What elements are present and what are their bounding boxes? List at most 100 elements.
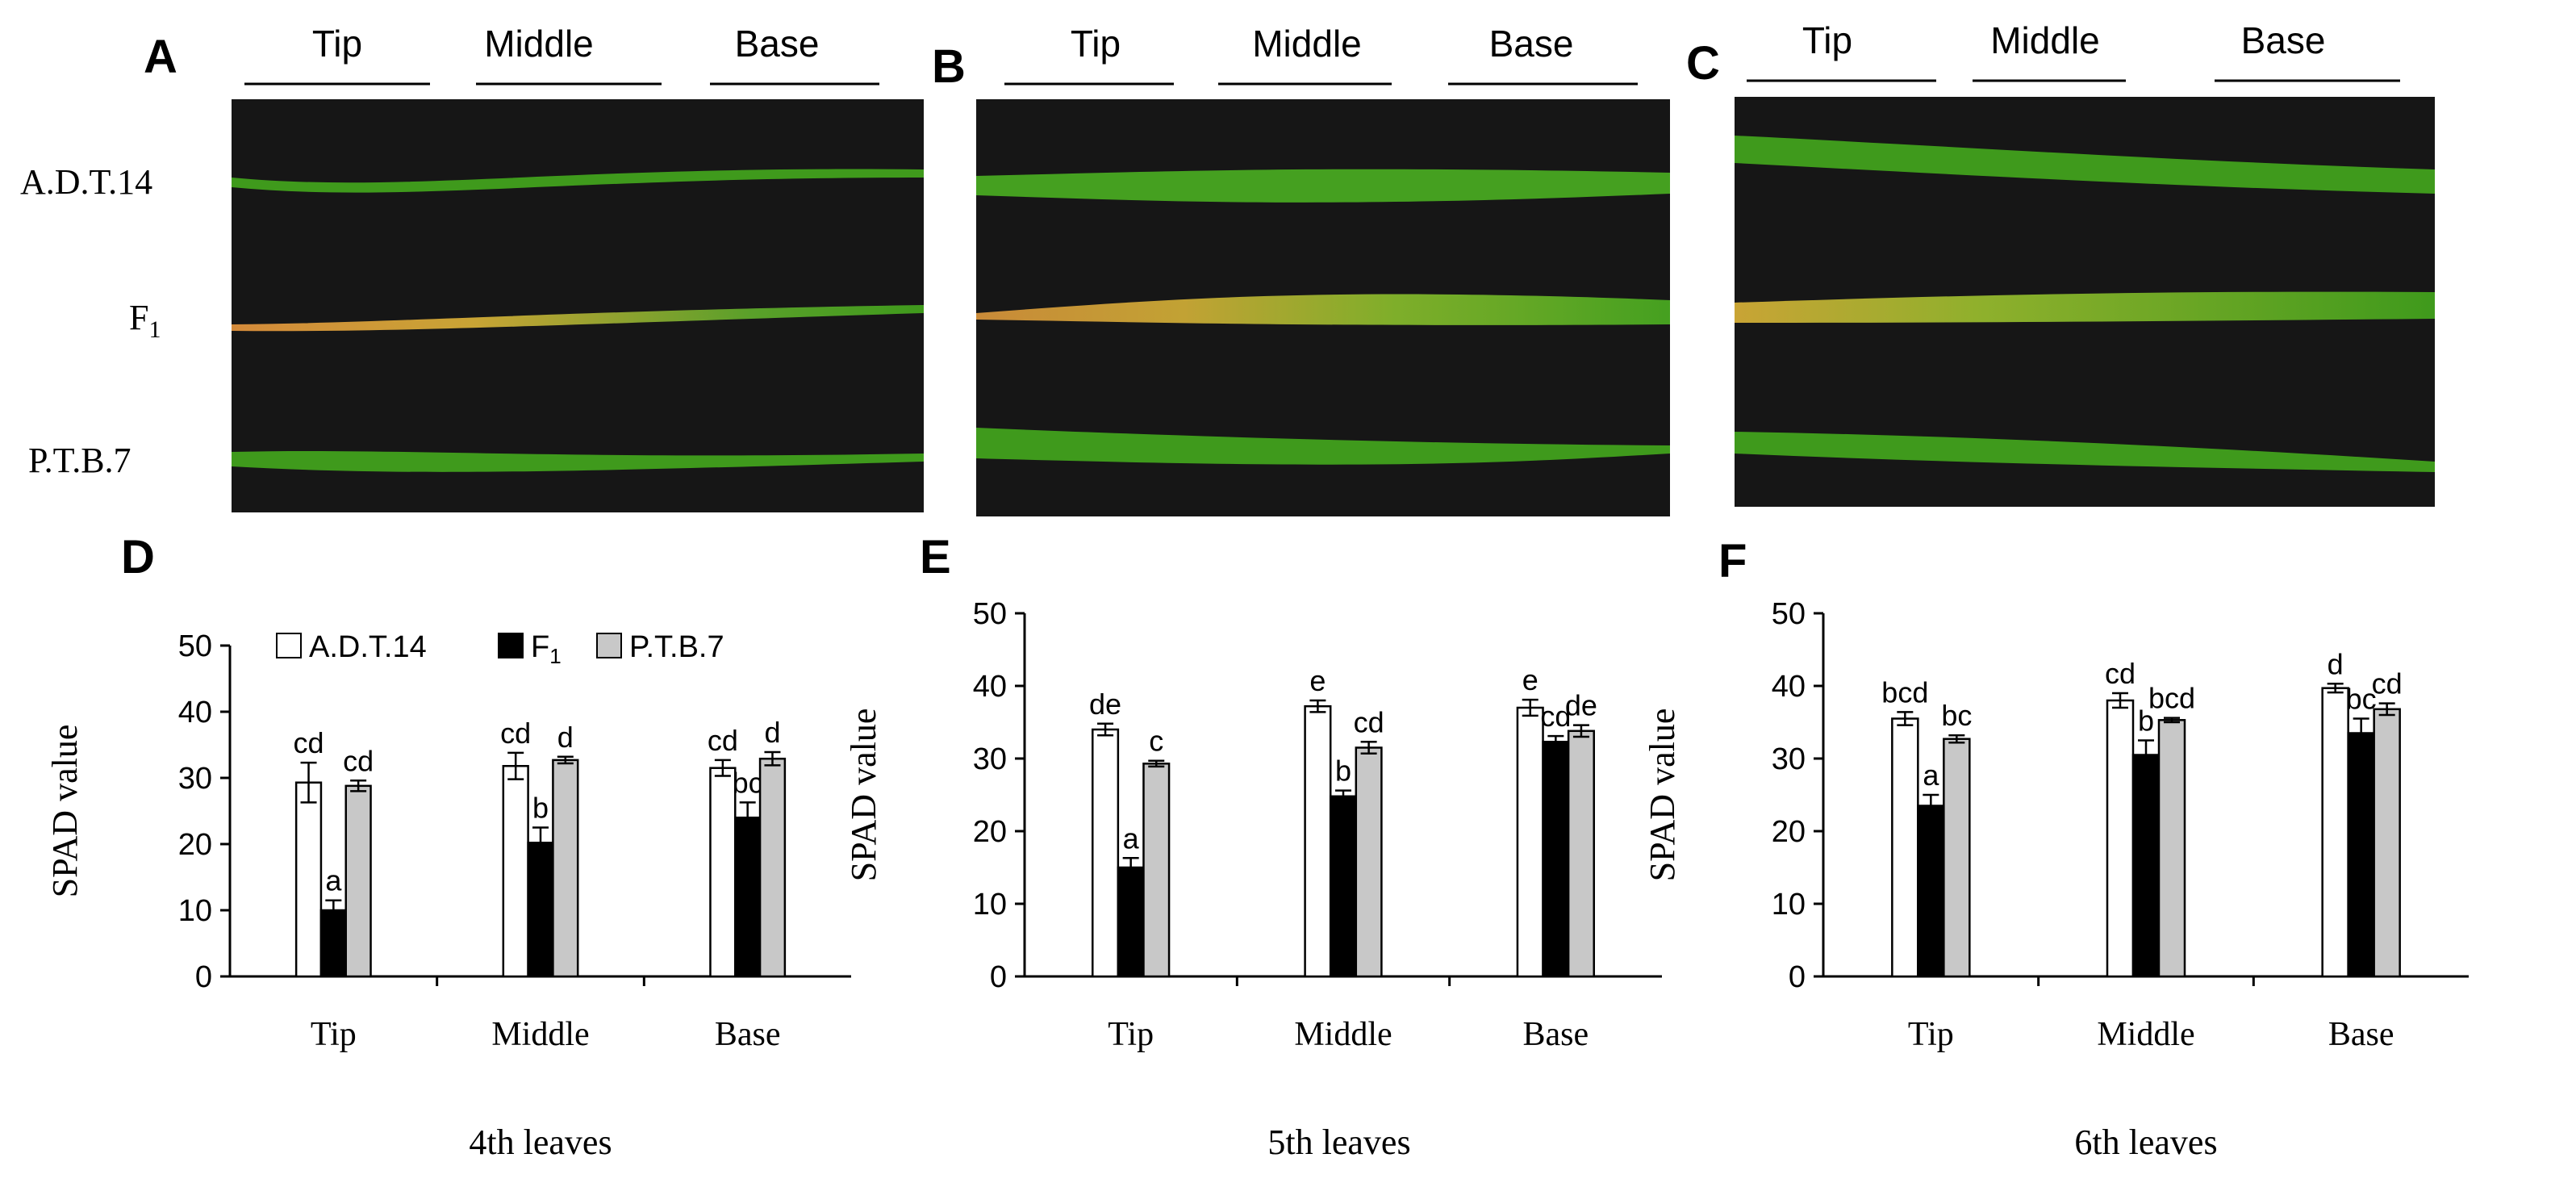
bar-f1 bbox=[1917, 805, 1945, 978]
significance-label: b bbox=[1335, 755, 1351, 788]
significance-label: de bbox=[1565, 689, 1597, 722]
bar-ptb7 bbox=[1142, 763, 1171, 978]
bar-ptb7 bbox=[1567, 729, 1595, 978]
bar-f1 bbox=[527, 842, 554, 978]
bar-adt14 bbox=[709, 767, 737, 978]
leaf-adt14-a bbox=[232, 169, 924, 193]
bar-adt14 bbox=[2321, 687, 2349, 978]
x-axis-title: 5th leaves bbox=[1267, 1122, 1410, 1162]
panel-letter: F bbox=[1718, 535, 1747, 587]
y-axis-title: SPAD value bbox=[1643, 709, 1682, 882]
significance-label: bc bbox=[1941, 699, 1972, 732]
bar-adt14 bbox=[294, 781, 323, 978]
leaf-f1-c bbox=[1735, 291, 2435, 323]
bar-ptb7 bbox=[2157, 719, 2186, 978]
bar-ptb7 bbox=[758, 757, 787, 978]
significance-label: e bbox=[1522, 663, 1539, 696]
row-label-adt14: A.D.T.14 bbox=[20, 162, 152, 202]
bar-ptb7 bbox=[1355, 746, 1383, 978]
row-label-f1: F1 bbox=[129, 298, 161, 343]
bar-f1 bbox=[2347, 732, 2375, 978]
leaf-photo-a bbox=[232, 99, 924, 512]
photo-panel-c: C Tip Middle Base bbox=[1686, 19, 2435, 507]
significance-label: e bbox=[1309, 664, 1326, 697]
leaf-ptb7-a bbox=[232, 450, 924, 472]
bar-ptb7 bbox=[344, 784, 372, 978]
y-tick-label: 50 bbox=[973, 597, 1007, 631]
x-tick-label: Base bbox=[715, 1016, 781, 1053]
bar-adt14 bbox=[1304, 704, 1332, 978]
leaf-f1-a bbox=[232, 305, 924, 332]
x-tick-label: Tip bbox=[1108, 1016, 1154, 1053]
panel-letter-b: B bbox=[932, 40, 966, 93]
y-tick-label: 10 bbox=[973, 888, 1007, 922]
legend-swatch-ptb7 bbox=[596, 633, 622, 658]
significance-label: b bbox=[2138, 704, 2154, 738]
bar-ptb7 bbox=[2373, 708, 2401, 978]
segment-label-tip: Tip bbox=[312, 23, 362, 65]
legend-label-ptb7: P.T.B.7 bbox=[629, 630, 724, 664]
chart-d: D 0 10 20 30 40 50 SPAD value Tip cd a cd Middle cd b d… bbox=[45, 531, 851, 1162]
leaf-adt14-c bbox=[1735, 136, 2435, 194]
bar-f1 bbox=[2131, 754, 2161, 978]
y-tick-label: 0 bbox=[990, 960, 1007, 994]
bar-adt14 bbox=[2106, 699, 2135, 978]
segment-label-middle: Middle bbox=[1990, 19, 2100, 61]
significance-label: cd bbox=[708, 724, 738, 757]
leaf-ptb7-c bbox=[1735, 432, 2435, 472]
photo-panel-b: B Tip Middle Base bbox=[932, 23, 1670, 516]
segment-label-middle: Middle bbox=[484, 23, 594, 65]
significance-label: a bbox=[1123, 821, 1140, 855]
photo-panel-a: A Tip Middle Base A.D.T.14 F1 P.T.B.7 bbox=[20, 23, 924, 512]
x-tick-label: Tip bbox=[1908, 1016, 1954, 1053]
significance-label: cd bbox=[294, 726, 324, 759]
x-tick-label: Middle bbox=[1294, 1016, 1392, 1053]
y-tick-label: 50 bbox=[178, 629, 212, 663]
legend-label-f1: F1 bbox=[531, 630, 562, 668]
leaf-f1-b bbox=[976, 294, 1670, 325]
significance-label: a bbox=[325, 864, 342, 897]
segment-label-tip: Tip bbox=[1071, 23, 1121, 65]
significance-label: a bbox=[1923, 759, 1939, 792]
leaf-adt14-b bbox=[976, 169, 1670, 203]
bar-f1 bbox=[1542, 741, 1570, 978]
leaf-ptb7-b bbox=[976, 428, 1670, 465]
x-tick-label: Base bbox=[2328, 1016, 2394, 1053]
y-tick-label: 30 bbox=[973, 742, 1007, 776]
y-tick-label: 20 bbox=[1772, 815, 1806, 849]
segment-label-tip: Tip bbox=[1802, 19, 1852, 61]
significance-label: d bbox=[2328, 647, 2344, 680]
x-axis-title: 4th leaves bbox=[469, 1122, 612, 1162]
significance-label: cd bbox=[2105, 657, 2136, 690]
bar-f1 bbox=[734, 816, 762, 978]
panel-letter: E bbox=[920, 531, 951, 583]
significance-label: d bbox=[764, 716, 780, 749]
bar-ptb7 bbox=[552, 759, 579, 978]
significance-label: cd bbox=[1540, 700, 1571, 733]
significance-label: bc bbox=[733, 766, 763, 799]
bar-f1 bbox=[1117, 866, 1145, 978]
significance-label: c bbox=[1149, 725, 1163, 758]
y-tick-label: 10 bbox=[1772, 888, 1806, 922]
significance-label: cd bbox=[1354, 705, 1384, 738]
bar-adt14 bbox=[1092, 728, 1120, 978]
significance-label: de bbox=[1089, 688, 1121, 721]
legend-label-adt14: A.D.T.14 bbox=[309, 630, 427, 664]
segment-label-base: Base bbox=[1489, 23, 1574, 65]
row-label-ptb7: P.T.B.7 bbox=[28, 441, 132, 480]
significance-label: cd bbox=[2372, 667, 2403, 700]
y-tick-label: 0 bbox=[195, 960, 212, 994]
segment-label-middle: Middle bbox=[1252, 23, 1362, 65]
y-axis-title: SPAD value bbox=[844, 709, 883, 882]
y-tick-label: 20 bbox=[973, 815, 1007, 849]
significance-label: b bbox=[532, 792, 549, 825]
y-tick-label: 40 bbox=[178, 696, 212, 729]
legend-swatch-f1 bbox=[498, 633, 524, 658]
significance-label: bc bbox=[2346, 683, 2377, 716]
bar-ptb7 bbox=[1943, 738, 1971, 978]
significance-label: cd bbox=[500, 717, 531, 750]
legend-swatch-adt14 bbox=[276, 633, 302, 658]
